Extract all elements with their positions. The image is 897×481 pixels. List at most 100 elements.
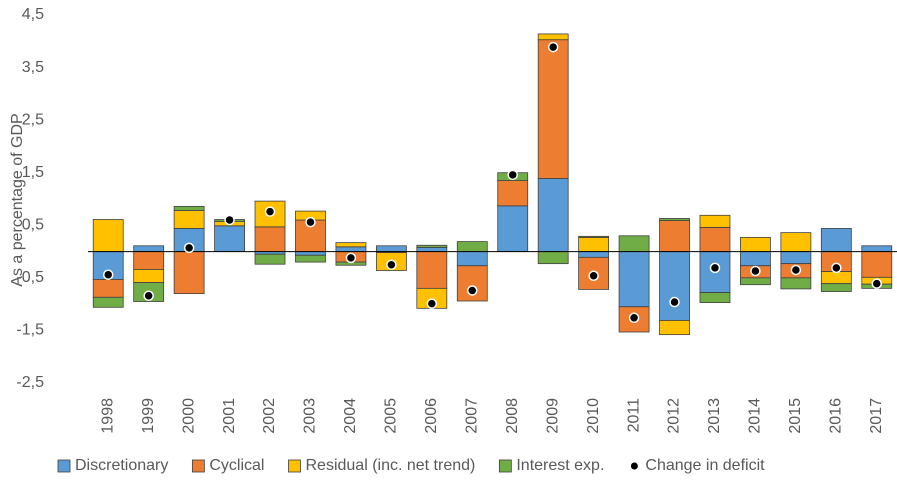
deficit-dot: [143, 290, 154, 301]
deficit-dot: [588, 270, 599, 282]
bar-segment: [820, 228, 852, 252]
bar-segment: [173, 205, 205, 211]
bar-segment: [699, 214, 731, 228]
deficit-dot: [669, 296, 680, 308]
bar-segment: [92, 296, 124, 308]
deficit-dot: [386, 259, 397, 270]
bar-segment: [659, 220, 690, 252]
deficit-dot: [628, 312, 640, 324]
bar-segment: [618, 251, 650, 308]
legend-label: Change in deficit: [645, 457, 765, 474]
deficit-dot: [467, 285, 478, 296]
bar-segment: [416, 244, 448, 248]
bar-segment: [780, 251, 812, 265]
bar-segment: [92, 219, 124, 252]
deficit-dot: [507, 169, 518, 181]
deficit-dot: [345, 252, 357, 264]
y-axis-title: As a percentage of GDP: [9, 113, 26, 286]
y-tick-label: 0,5: [22, 217, 44, 234]
bar-segment: [133, 245, 165, 252]
x-tick-label: 2006: [423, 398, 440, 434]
bar-segment: [335, 246, 367, 252]
x-tick-label: 2011: [625, 398, 642, 433]
bar-segment: [537, 33, 569, 41]
bar-segment: [295, 251, 326, 256]
legend-swatch: [288, 459, 301, 473]
x-tick-label: 2013: [706, 398, 723, 434]
bar-segment: [214, 225, 245, 252]
x-tick-label: 2000: [180, 398, 197, 434]
deficit-dot: [709, 262, 721, 274]
bar-segment: [456, 251, 488, 267]
bar-segment: [375, 245, 407, 252]
bar-segment: [416, 246, 448, 252]
bar-segment: [416, 251, 448, 289]
deficit-dot: [750, 265, 761, 277]
bar-segment: [456, 265, 488, 302]
bar-segment: [578, 251, 610, 258]
bar-segment: [133, 251, 165, 270]
legend-swatch: [57, 459, 71, 473]
bar-segment: [820, 283, 852, 292]
x-tick-label: 2014: [747, 398, 764, 434]
legend-swatch: [498, 459, 512, 473]
bar-segment: [740, 277, 771, 286]
y-tick-label: 2,5: [22, 111, 44, 128]
bar-segment: [780, 277, 812, 290]
bar-segment: [578, 235, 610, 238]
x-tick-label: 2017: [868, 398, 885, 434]
x-tick-label: 2016: [828, 398, 845, 434]
x-tick-label: 1999: [140, 398, 157, 434]
bar-segment: [173, 251, 205, 295]
bar-segment: [335, 242, 367, 248]
bar-segment: [740, 236, 771, 252]
y-tick-label: 3,5: [22, 59, 44, 76]
legend-label: Residual (inc. net trend): [305, 457, 475, 474]
legend-label: Discretionary: [75, 457, 168, 474]
x-tick-label: 2008: [504, 398, 521, 434]
bar-segment: [780, 232, 812, 252]
deficit-dot: [426, 298, 438, 309]
x-tick-label: 2005: [383, 398, 400, 434]
x-tick-label: 2010: [585, 398, 602, 434]
x-tick-label: 2002: [261, 398, 278, 434]
y-tick-label: 1,5: [22, 164, 44, 181]
bar-segment: [497, 205, 529, 252]
bar-segment: [456, 241, 488, 252]
deficit-dot: [224, 214, 235, 226]
bar-segment: [537, 39, 569, 179]
bar-segment: [497, 180, 529, 207]
bar-segment: [92, 279, 124, 298]
bar-segment: [173, 210, 205, 229]
x-tick-label: 2012: [666, 398, 683, 434]
bar-segment: [699, 292, 731, 303]
x-tick-label: 2004: [342, 398, 359, 434]
legend-dot: [630, 462, 638, 470]
deficit-dot: [547, 41, 559, 53]
bar-segment: [861, 245, 893, 252]
bar-segment: [537, 178, 569, 252]
deficit-dot: [264, 206, 276, 217]
bar-segment: [659, 251, 690, 321]
deficit-dot: [183, 242, 195, 254]
bar-segment: [740, 251, 771, 267]
legend-label: Cyclical: [209, 457, 264, 474]
deficit-dot: [102, 269, 114, 280]
x-tick-label: 2009: [544, 398, 561, 434]
bar-segment: [659, 218, 690, 221]
bar-segment: [578, 256, 610, 290]
x-tick-label: 1998: [99, 398, 116, 434]
bar-segment: [861, 251, 893, 278]
deficit-dot: [871, 278, 883, 289]
bar-segment: [578, 236, 610, 252]
bar-segment: [133, 269, 165, 283]
legend-swatch: [191, 459, 205, 473]
y-tick-label: -2,5: [16, 374, 44, 391]
x-tick-label: 2003: [302, 398, 319, 434]
x-tick-label: 2007: [463, 398, 480, 434]
y-tick-label: 4,5: [22, 6, 44, 23]
bar-segment: [699, 226, 731, 252]
deficit-dot: [831, 262, 842, 274]
bar-segment: [618, 235, 650, 252]
